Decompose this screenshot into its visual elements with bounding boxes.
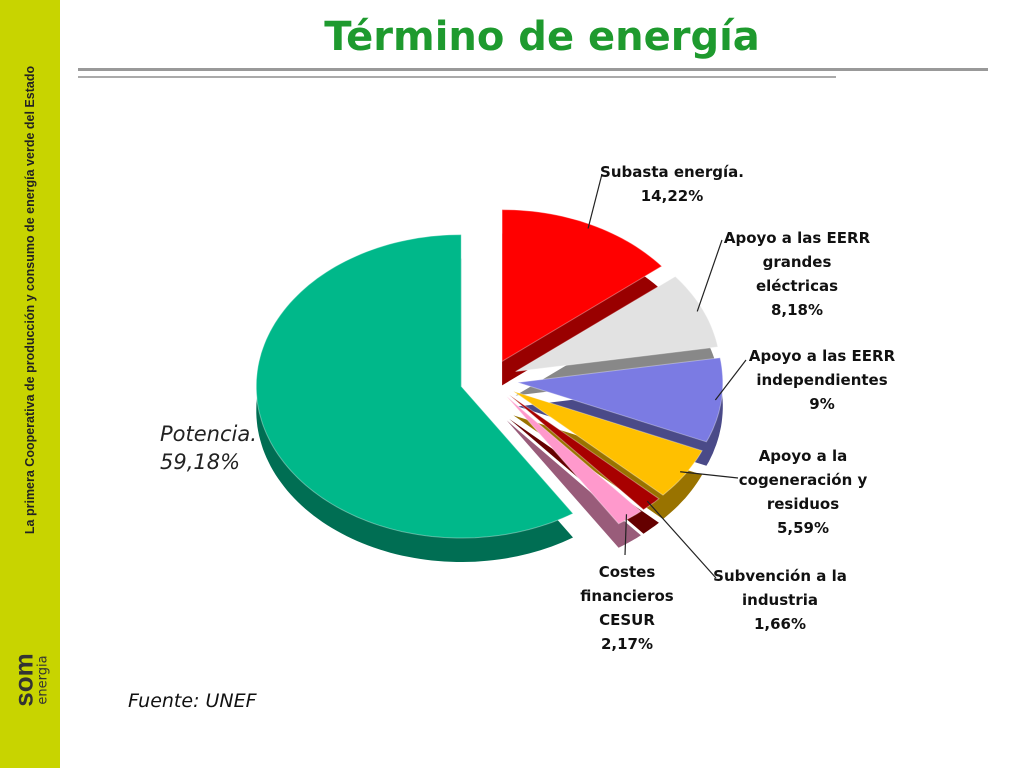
value-label: 1,66% [753, 615, 807, 633]
category-label: Apoyo a las EERR grandes eléctricas [723, 229, 871, 295]
leader-line [587, 173, 603, 229]
data-label: Subasta energía. 14,22% [597, 160, 747, 208]
rule [78, 68, 988, 71]
data-label: Subvención a la industria 1,66% [705, 564, 855, 636]
slice [506, 396, 642, 525]
category-label: Apoyo a la cogeneración y residuos [738, 447, 868, 513]
leader-line [696, 239, 723, 312]
chart-title: Término de energía [324, 14, 760, 60]
data-label: Apoyo a la cogeneración y residuos 5,59% [728, 444, 878, 540]
tops [255, 209, 724, 539]
leader-line [646, 500, 717, 579]
category-label: Subasta energía. [600, 163, 744, 181]
leader-line [624, 514, 628, 556]
value-label: 14,22% [640, 187, 704, 205]
data-label: Potencia. 59,18% [160, 420, 280, 476]
category-label: Potencia. [160, 422, 257, 446]
data-label: Costes financieros CESUR 2,17% [572, 560, 682, 656]
value-label: 8,18% [770, 301, 824, 319]
value-label: 2,17% [600, 635, 654, 653]
data-label: Apoyo a las EERR independientes 9% [747, 344, 897, 416]
slice [513, 390, 703, 496]
slice [517, 357, 724, 443]
category-label: Costes financieros CESUR [580, 563, 674, 629]
source: Fuente: UNEF [128, 690, 257, 712]
value-label: 9% [809, 395, 835, 413]
slice [515, 275, 719, 373]
leader-line [680, 471, 739, 479]
data-label: Apoyo a las EERR grandes eléctricas 8,18% [722, 226, 872, 322]
slice [501, 209, 663, 363]
value-label: 59,18% [160, 450, 241, 474]
category-label: Subvención a la industria [713, 567, 847, 609]
category-label: Apoyo a las EERR independientes [748, 347, 896, 389]
slice-side [506, 420, 641, 548]
value-label: 5,59% [776, 519, 830, 537]
rule [78, 76, 836, 78]
slice [509, 394, 660, 511]
slice [255, 234, 574, 539]
sidebar: La primera Cooperativa de producción y c… [0, 0, 60, 768]
leader-line [714, 359, 747, 401]
